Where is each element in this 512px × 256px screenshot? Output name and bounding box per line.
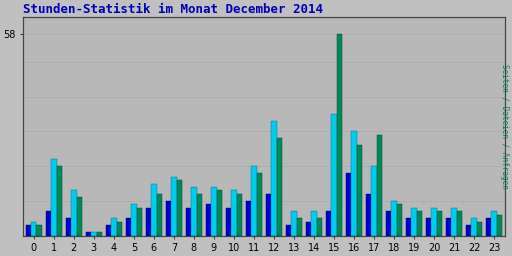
Bar	[211, 187, 217, 236]
Bar	[451, 208, 457, 236]
Bar	[76, 197, 82, 236]
Bar	[157, 194, 162, 236]
Bar	[446, 218, 451, 236]
Bar	[306, 222, 311, 236]
Bar	[151, 184, 157, 236]
Bar	[291, 211, 296, 236]
Bar	[126, 218, 131, 236]
Bar	[191, 187, 197, 236]
Bar	[391, 201, 397, 236]
Bar	[177, 180, 182, 236]
Bar	[46, 211, 51, 236]
Bar	[466, 225, 472, 236]
Bar	[231, 190, 237, 236]
Bar	[131, 204, 137, 236]
Bar	[71, 190, 76, 236]
Bar	[51, 159, 56, 236]
Bar	[296, 218, 302, 236]
Bar	[426, 218, 431, 236]
Bar	[377, 135, 382, 236]
Bar	[31, 222, 36, 236]
Bar	[251, 166, 257, 236]
Bar	[237, 194, 242, 236]
Bar	[111, 218, 117, 236]
Bar	[457, 211, 462, 236]
Bar	[497, 215, 502, 236]
Bar	[246, 201, 251, 236]
Bar	[477, 222, 482, 236]
Bar	[437, 211, 442, 236]
Bar	[26, 225, 31, 236]
Bar	[271, 121, 276, 236]
Bar	[351, 132, 357, 236]
Bar	[66, 218, 71, 236]
Bar	[311, 211, 316, 236]
Bar	[137, 208, 142, 236]
Bar	[276, 138, 282, 236]
Bar	[316, 218, 322, 236]
Bar	[371, 166, 377, 236]
Bar	[366, 194, 371, 236]
Bar	[331, 114, 337, 236]
Bar	[56, 166, 62, 236]
Bar	[417, 211, 422, 236]
Bar	[386, 211, 391, 236]
Bar	[186, 208, 191, 236]
Bar	[206, 204, 211, 236]
Y-axis label: Seiten / Dateien / Anfragen: Seiten / Dateien / Anfragen	[500, 64, 509, 189]
Bar	[97, 232, 102, 236]
Bar	[266, 194, 271, 236]
Bar	[397, 204, 402, 236]
Bar	[357, 145, 362, 236]
Bar	[146, 208, 151, 236]
Bar	[171, 177, 177, 236]
Bar	[36, 225, 42, 236]
Bar	[257, 173, 262, 236]
Bar	[91, 232, 97, 236]
Bar	[217, 190, 222, 236]
Bar	[337, 34, 342, 236]
Bar	[286, 225, 291, 236]
Bar	[472, 218, 477, 236]
Bar	[486, 218, 492, 236]
Bar	[326, 211, 331, 236]
Bar	[117, 222, 122, 236]
Bar	[406, 218, 411, 236]
Bar	[197, 194, 202, 236]
Bar	[346, 173, 351, 236]
Bar	[411, 208, 417, 236]
Bar	[431, 208, 437, 236]
Bar	[166, 201, 171, 236]
Bar	[492, 211, 497, 236]
Bar	[226, 208, 231, 236]
Bar	[106, 225, 111, 236]
Bar	[86, 232, 91, 236]
Text: Stunden-Statistik im Monat December 2014: Stunden-Statistik im Monat December 2014	[23, 3, 323, 16]
